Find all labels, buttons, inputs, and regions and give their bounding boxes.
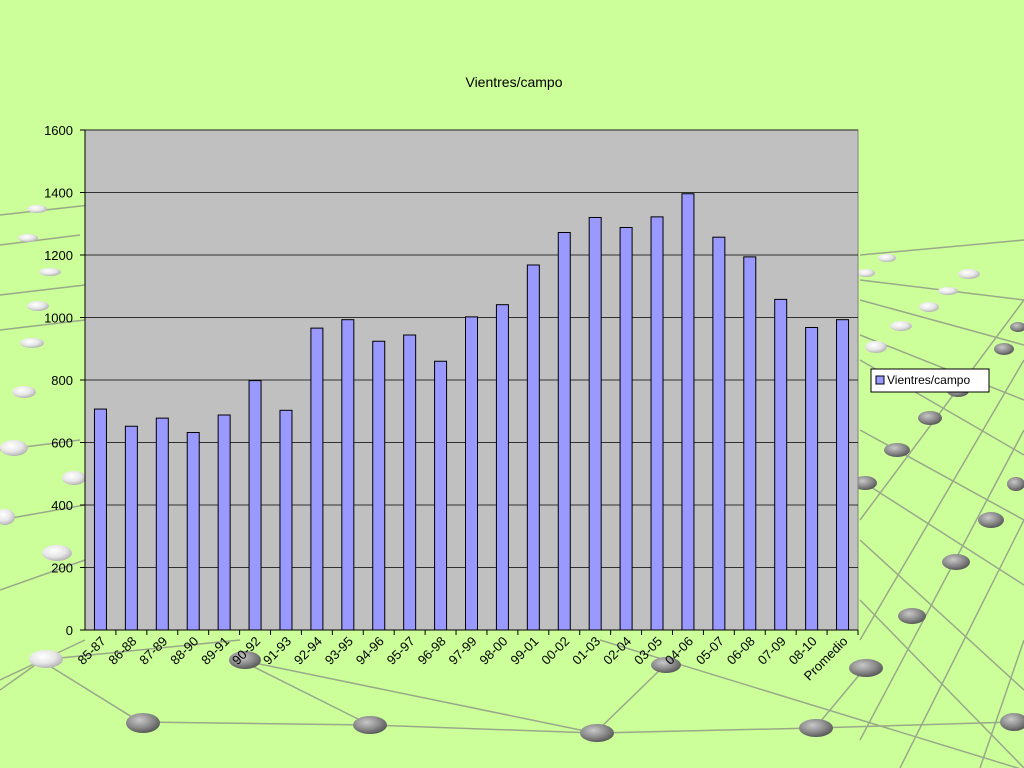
bar (465, 316, 478, 631)
y-tick-label: 1600 (44, 123, 73, 138)
x-tick-label: 87-89 (136, 634, 170, 668)
x-tick-label: 02-04 (600, 634, 634, 668)
x-tick-label: 06-08 (724, 634, 758, 668)
y-tick-label: 1200 (44, 248, 73, 263)
bars (93, 193, 850, 631)
chart-title: Vientres/campo (465, 74, 562, 90)
x-tick-label: 03-05 (631, 634, 665, 668)
bar (836, 319, 850, 631)
bar (712, 236, 726, 631)
bar (588, 217, 602, 631)
x-tick-label: 92-94 (291, 634, 325, 668)
y-tick-label: 1000 (44, 311, 73, 326)
y-tick-label: 0 (66, 623, 73, 638)
legend: Vientres/campo (870, 368, 990, 393)
x-tick-label: 95-97 (384, 634, 418, 668)
bar (743, 256, 757, 631)
bar (124, 425, 138, 631)
bar (403, 334, 417, 631)
y-tick-label: 800 (51, 373, 73, 388)
bar (186, 432, 200, 631)
bar (805, 327, 819, 631)
bar (681, 193, 695, 631)
y-axis: 0 200 400 600 800 1000 1200 1400 1600 (44, 123, 86, 638)
bar (650, 216, 664, 631)
x-tick-label: 86-88 (105, 634, 139, 668)
bar (155, 417, 169, 631)
legend-label: Vientres/campo (887, 373, 970, 387)
bar (341, 319, 355, 631)
bar (248, 380, 262, 631)
bar (557, 232, 571, 631)
x-tick-label: 98-00 (476, 634, 510, 668)
x-tick-label: 01-03 (569, 634, 603, 668)
x-tick-label: 04-06 (662, 634, 696, 668)
bar (372, 340, 386, 631)
x-tick-label: 85-87 (74, 634, 108, 668)
bar (279, 409, 293, 631)
bar (495, 304, 509, 631)
bar (217, 414, 231, 631)
bar (619, 227, 633, 631)
x-axis: 85-8786-8887-8988-9089-9190-9291-9392-94… (74, 629, 859, 683)
bar (526, 264, 540, 631)
y-tick-label: 200 (51, 561, 73, 576)
x-tick-label: 99-01 (507, 634, 541, 668)
y-tick-label: 600 (51, 436, 73, 451)
x-tick-label: 93-95 (322, 634, 356, 668)
legend-box (870, 368, 990, 393)
x-tick-label: 91-93 (260, 634, 294, 668)
bar (310, 327, 324, 631)
x-tick-label: 90-92 (229, 634, 263, 668)
x-tick-label: 97-99 (446, 634, 480, 668)
x-tick-label: 05-07 (693, 634, 727, 668)
x-tick-label: 00-02 (538, 634, 572, 668)
y-tick-label: 1400 (44, 186, 73, 201)
legend-swatch (875, 375, 885, 385)
x-tick-label: 96-98 (415, 634, 449, 668)
y-tick-label: 400 (51, 498, 73, 513)
bar (434, 360, 448, 631)
x-tick-label: 07-09 (755, 634, 789, 668)
x-tick-label: 89-91 (198, 634, 232, 668)
bar (774, 298, 788, 631)
bar (93, 408, 107, 631)
x-tick-label: 88-90 (167, 634, 201, 668)
x-tick-label: 94-96 (353, 634, 387, 668)
